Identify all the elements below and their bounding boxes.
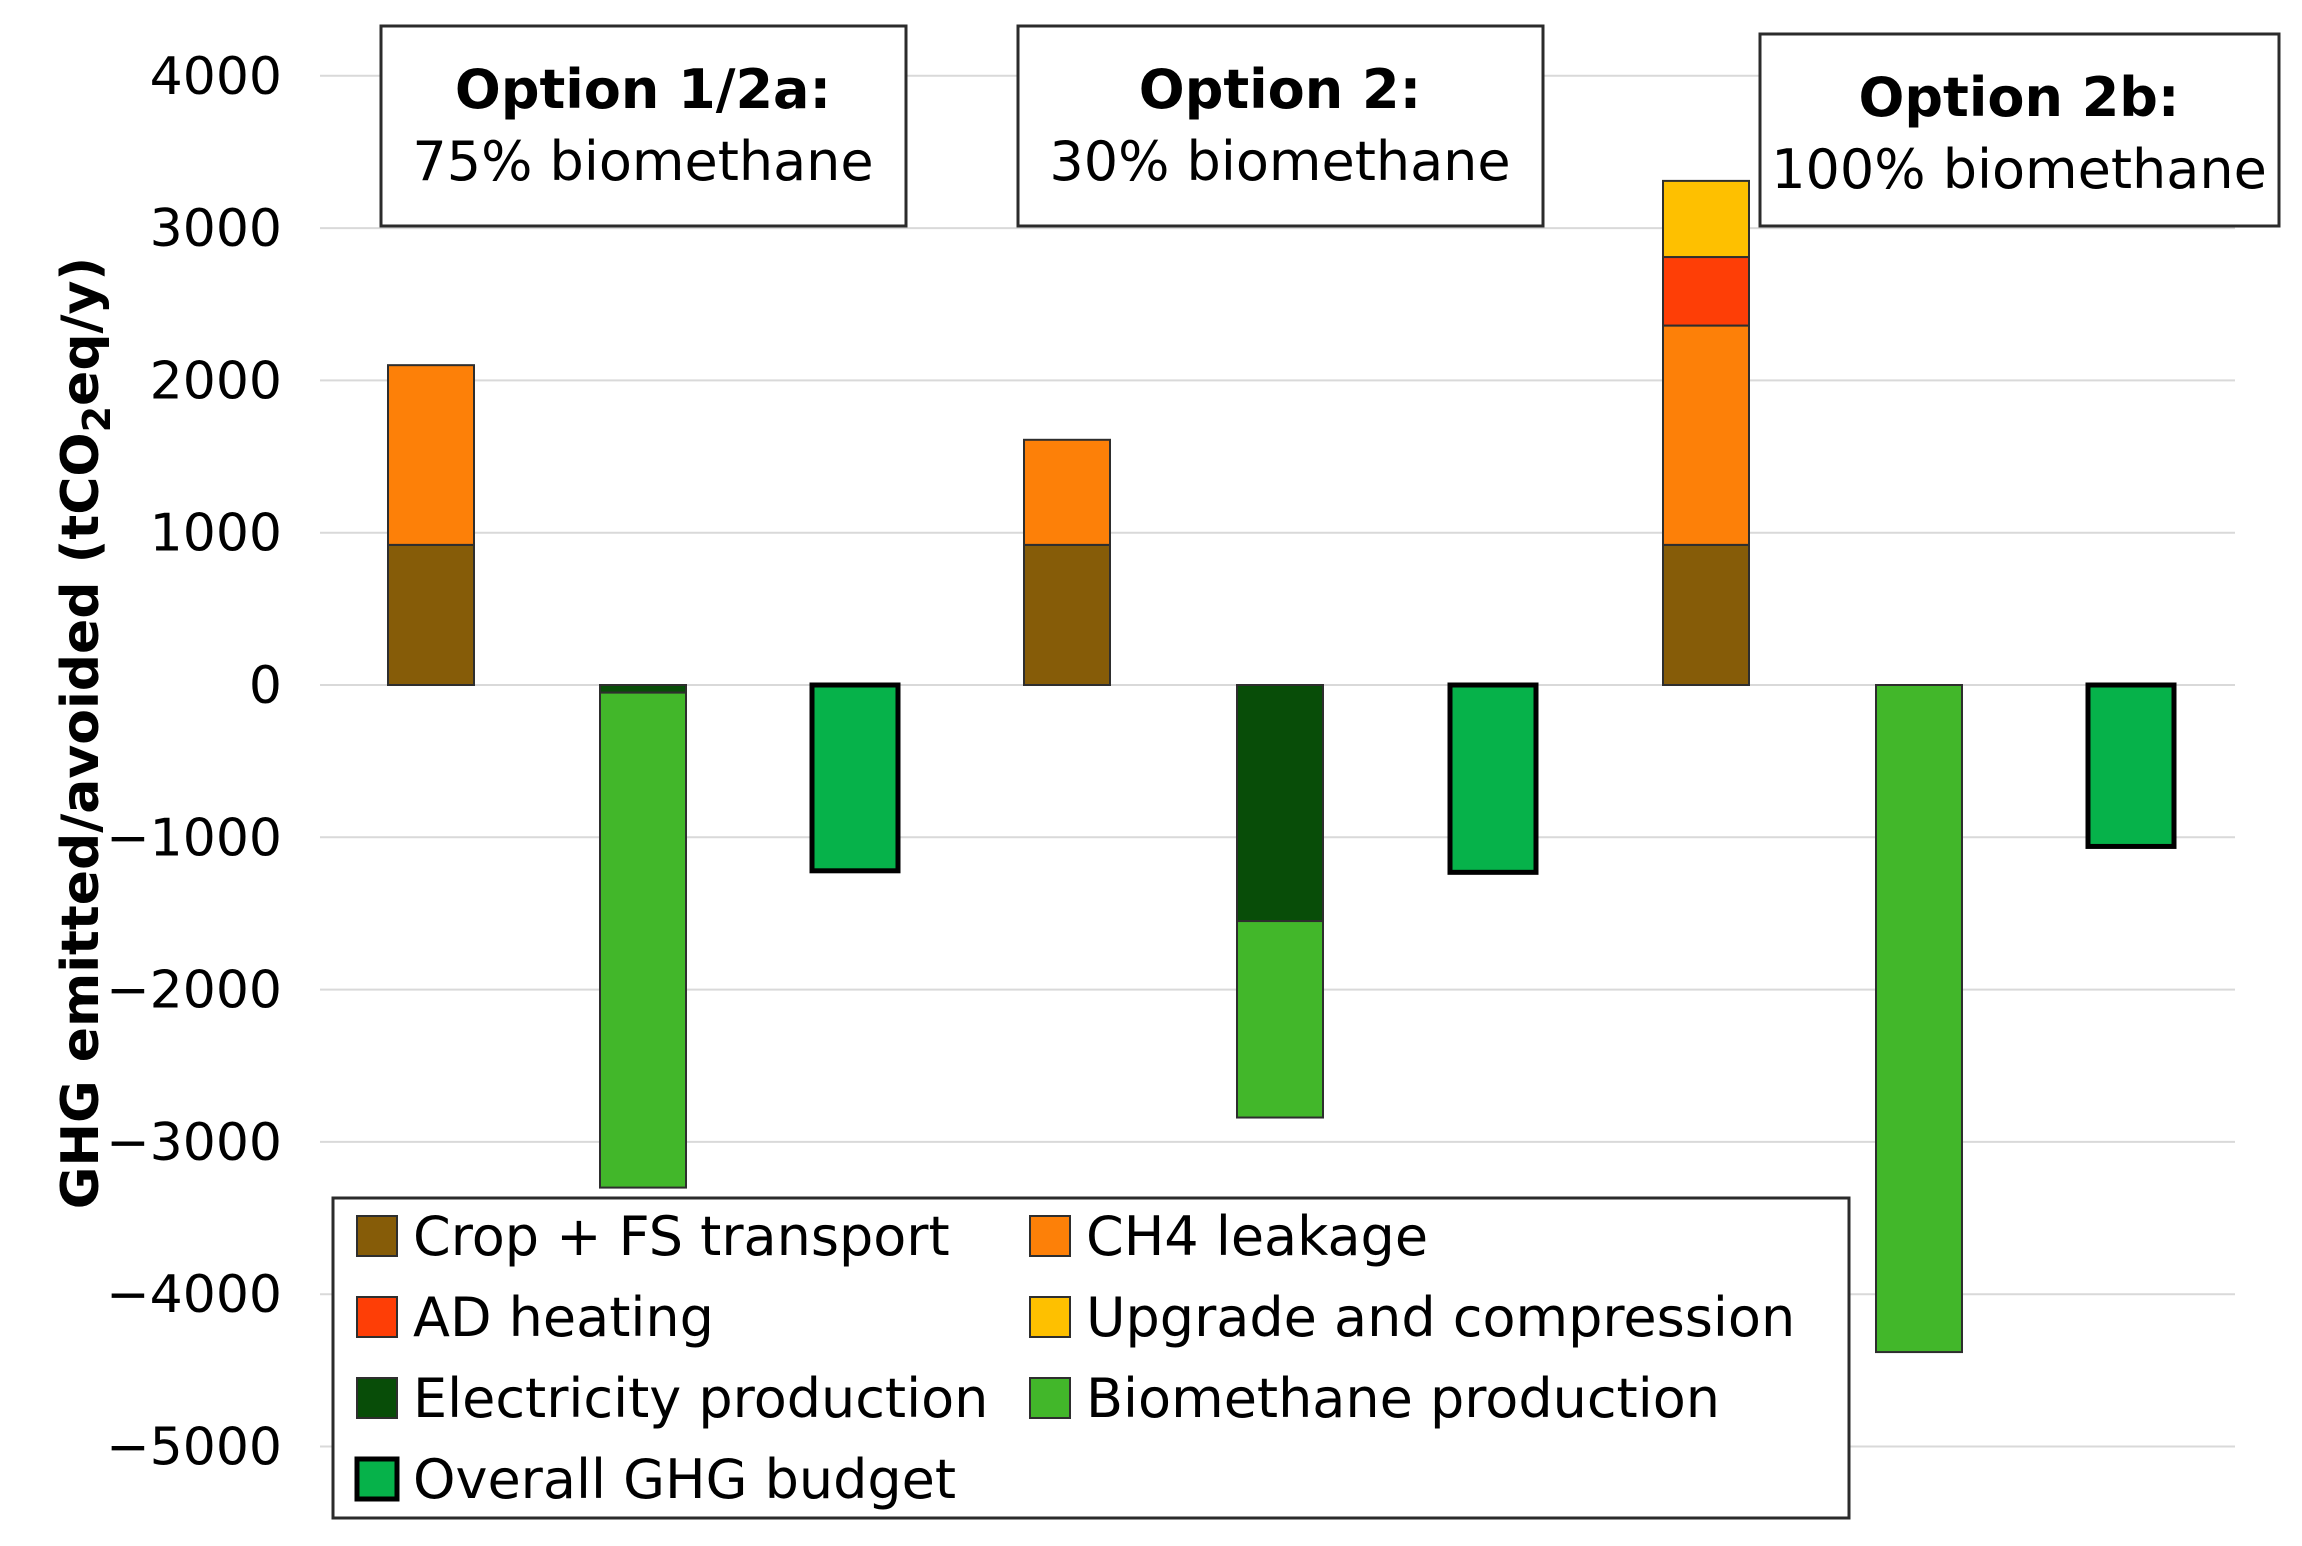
y-tick-label: 0	[249, 656, 282, 716]
bar-segment-crop	[387, 543, 475, 686]
legend-label: Overall GHG budget	[413, 1448, 956, 1511]
legend-label: Electricity production	[413, 1367, 988, 1430]
option-box: Option 2: 30% biomethane	[1016, 24, 1545, 228]
bar-segment-ch4	[1023, 438, 1111, 546]
legend-swatch-overall	[354, 1456, 400, 1502]
y-axis-label: GHG emitted/avoided (tCO2eq/y)	[51, 257, 119, 1209]
legend-label: CH4 leakage	[1086, 1205, 1428, 1268]
y-tick-label: −4000	[106, 1265, 282, 1325]
bar-segment-bio	[1236, 920, 1324, 1119]
legend-label: Upgrade and compression	[1086, 1286, 1795, 1349]
bar-segment-bio	[599, 691, 687, 1189]
bar-segment-ch4	[1662, 324, 1750, 546]
option-box: Option 1/2a: 75% biomethane	[379, 24, 908, 228]
option-title: Option 2:	[1139, 58, 1421, 121]
legend: Crop + FS transport CH4 leakage AD heating…	[331, 1196, 1851, 1520]
legend-frame	[331, 1196, 1851, 1520]
y-tick-label: 2000	[150, 351, 282, 411]
legend-swatch-crop	[356, 1215, 398, 1257]
bar-segment-elec	[1236, 684, 1324, 923]
bar-segment-overall	[2085, 682, 2177, 849]
y-tick-label: 1000	[150, 504, 282, 564]
y-axis-label-tail: eq/y)	[51, 257, 111, 406]
bar-segment-elec	[599, 684, 687, 694]
legend-swatch-bio	[1029, 1377, 1071, 1419]
option-box-frame	[379, 24, 908, 228]
legend-swatch-ad	[356, 1296, 398, 1338]
y-axis-label-group: GHG emitted/avoided (tCO2eq/y)	[51, 257, 119, 1209]
y-tick-label: 4000	[150, 47, 282, 107]
legend-swatch-upgrade	[1029, 1296, 1071, 1338]
bar-segment-overall	[1447, 682, 1539, 875]
legend-label: Crop + FS transport	[413, 1205, 950, 1268]
bar-segment-upgrade	[1662, 179, 1750, 259]
y-tick-label: −2000	[106, 961, 282, 1021]
option-box-frame	[1758, 32, 2281, 228]
y-axis-label-main: GHG emitted/avoided (tCO	[51, 432, 111, 1209]
bar-segment-bio	[1875, 684, 1963, 1354]
y-tick-label: 3000	[150, 199, 282, 259]
bar-segment-ad	[1662, 256, 1750, 327]
legend-swatch-elec	[356, 1377, 398, 1419]
option-box: Option 2b: 100% biomethane	[1758, 32, 2281, 228]
option-box-frame	[1016, 24, 1545, 228]
option-title: Option 1/2a:	[455, 58, 831, 121]
option-boxes: Option 1/2a: 75% biomethane Option 2: 30% b…	[379, 24, 2281, 228]
bar-segment-overall	[809, 682, 901, 874]
bars-layer	[387, 179, 2177, 1354]
y-tick-label: −1000	[106, 808, 282, 868]
y-axis-label-subscript: 2	[75, 406, 119, 432]
legend-label: Biomethane production	[1086, 1367, 1720, 1430]
y-tick-label: −5000	[106, 1418, 282, 1478]
option-subtitle: 75% biomethane	[412, 130, 873, 193]
option-title: Option 2b:	[1858, 66, 2179, 129]
bar-segment-crop	[1023, 543, 1111, 686]
y-tick-label: −3000	[106, 1113, 282, 1173]
legend-label: AD heating	[413, 1286, 714, 1349]
bar-segment-crop	[1662, 543, 1750, 686]
option-subtitle: 100% biomethane	[1771, 138, 2267, 201]
option-subtitle: 30% biomethane	[1049, 130, 1510, 193]
legend-swatch-ch4	[1029, 1215, 1071, 1257]
y-tick-labels: 4000 3000 2000 1000 0 −1000 −2000 −3000 −4000 −50…	[106, 47, 282, 1478]
bar-segment-ch4	[387, 364, 475, 546]
